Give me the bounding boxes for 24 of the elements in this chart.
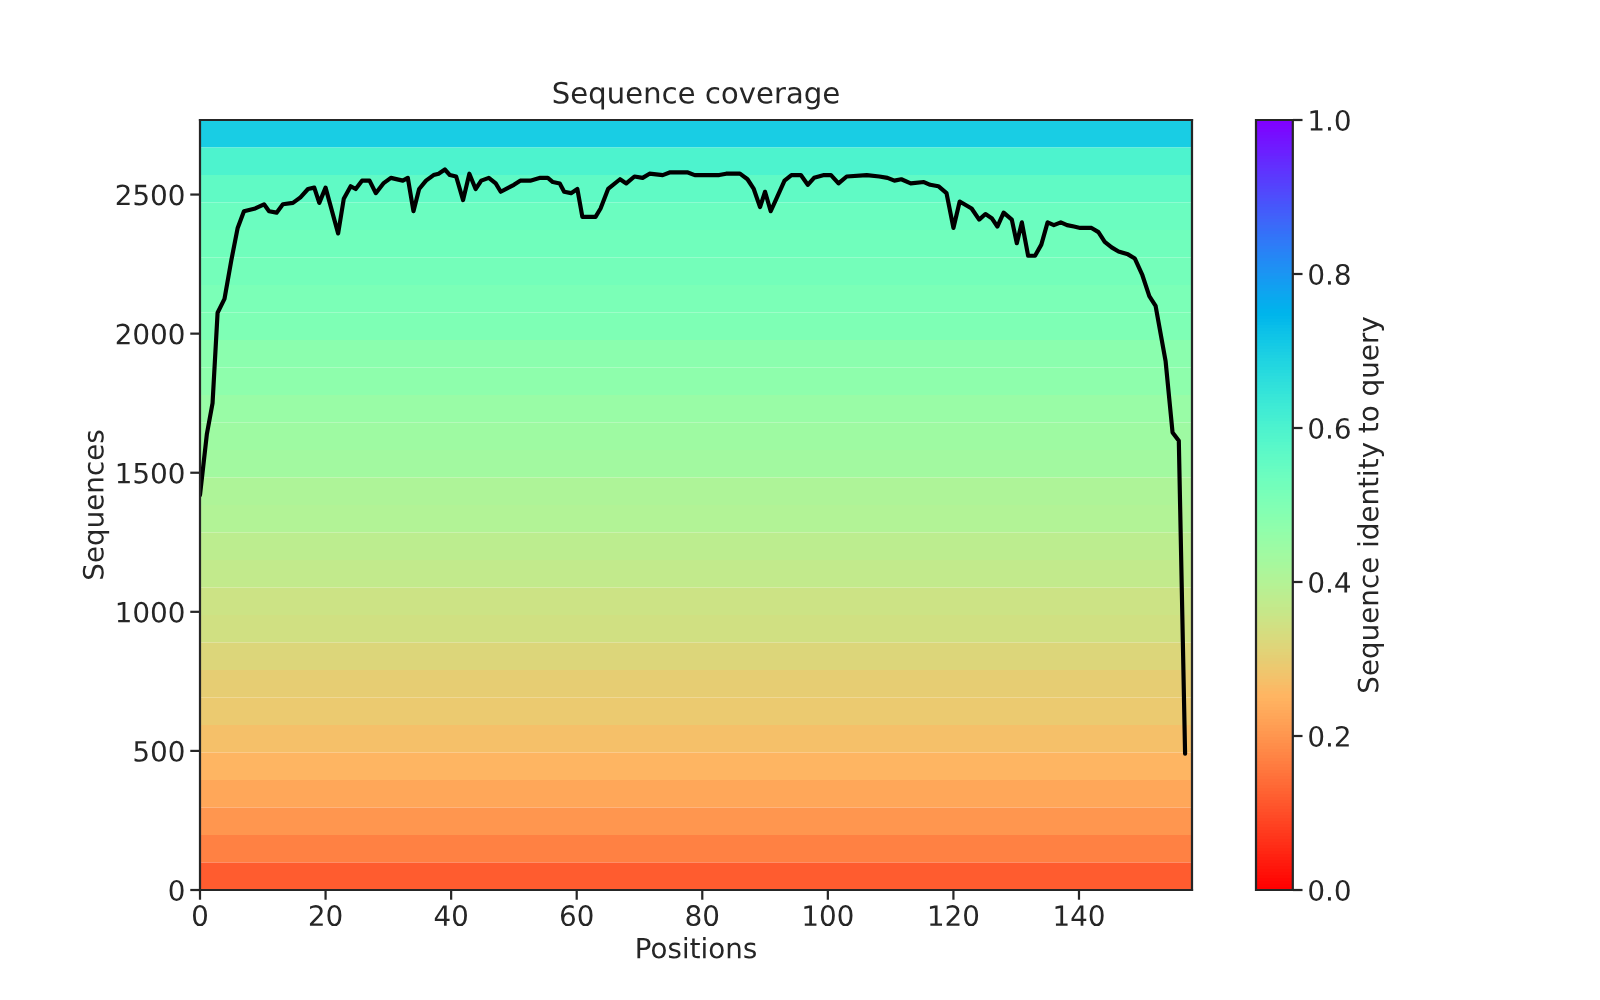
x-tick-label: 80 [686, 905, 719, 927]
x-tick-label: 140 [1055, 905, 1104, 927]
x-tick-label: 60 [560, 905, 593, 927]
color-bar-label: 0.0 [1309, 879, 1350, 901]
color-bar-label: 0.4 [1309, 571, 1350, 593]
chart-title: Sequence coverage [553, 81, 839, 110]
color-bar-label: 0.2 [1309, 725, 1349, 747]
x-axis-title: Positions [637, 937, 756, 959]
y-tick-label: 0 [169, 879, 184, 901]
x-tick-label: 40 [434, 905, 467, 927]
color-bar-label: 0.6 [1309, 417, 1350, 439]
y-axis-title: Sequences [82, 430, 110, 579]
color-bar-label: 1.0 [1310, 109, 1350, 131]
x-tick-label: 120 [929, 905, 979, 927]
y-tick-label: 1500 [117, 462, 184, 484]
color-bar-label: 0.8 [1309, 263, 1350, 285]
x-tick-label: 100 [804, 905, 853, 927]
x-tick-label: 20 [309, 905, 342, 927]
y-tick-label: 2000 [116, 323, 184, 345]
x-tick-label: 0 [192, 905, 207, 927]
color-bar-title: Sequence identity to query [1357, 317, 1384, 692]
y-tick-label: 1000 [117, 601, 184, 623]
y-tick-label: 2500 [116, 184, 184, 206]
y-tick-label: 500 [134, 740, 184, 762]
